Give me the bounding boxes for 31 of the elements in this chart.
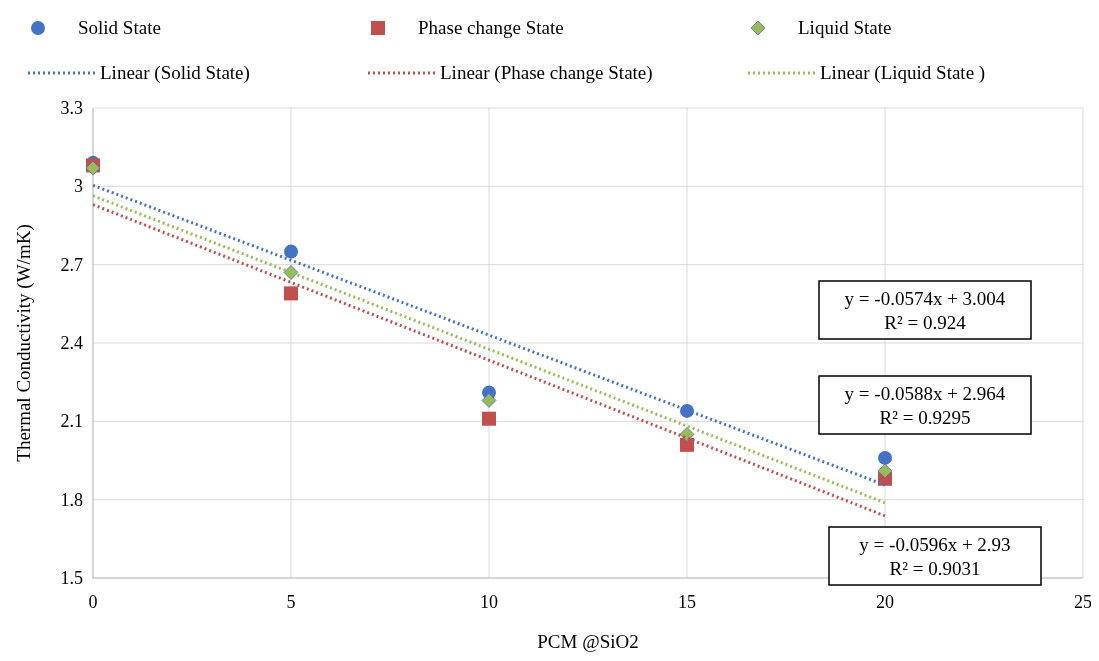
- x-axis-title: PCM @SiO2: [537, 631, 639, 652]
- point: [482, 411, 496, 426]
- x-tick-label: 25: [1074, 592, 1092, 612]
- y-tick-label: 1.5: [60, 568, 83, 588]
- y-axis-title: Thermal Conductivity (W/mK): [13, 224, 35, 462]
- point: [878, 450, 892, 465]
- point: [481, 393, 497, 408]
- y-tick-label: 2.1: [60, 411, 83, 432]
- legend-label: Liquid State: [798, 17, 892, 38]
- x-tick-label: 5: [286, 592, 296, 612]
- point: [284, 244, 298, 259]
- legend-label: Linear (Liquid State ): [820, 62, 986, 84]
- legend-label: Phase change State: [418, 17, 564, 38]
- x-tick-label: 20: [876, 592, 894, 612]
- point: [877, 463, 893, 479]
- annotation: y = -0.0596x + 2.93 R² = 0.9031: [859, 534, 1011, 579]
- x-tick-label: 15: [678, 592, 696, 612]
- y-tick-label: 2.7: [60, 254, 83, 275]
- y-tick-label: 3: [74, 176, 83, 197]
- annotation: y = -0.0588x + 2.964 R² = 0.9295: [844, 383, 1006, 428]
- annotation: y = -0.0574x + 3.004 R² = 0.924: [844, 288, 1006, 333]
- point: [284, 286, 298, 301]
- x-tick-label: 0: [88, 592, 98, 612]
- x-tick-label: 10: [480, 592, 498, 612]
- legend-label: Solid State: [78, 17, 161, 38]
- point: [283, 265, 299, 280]
- y-tick-label: 3.3: [60, 98, 83, 118]
- y-tick-label: 2.4: [60, 333, 83, 353]
- legend-label: Linear (Solid State): [100, 62, 250, 84]
- legend-label: Linear (Phase change State): [440, 62, 653, 84]
- y-tick-label: 1.8: [60, 489, 83, 510]
